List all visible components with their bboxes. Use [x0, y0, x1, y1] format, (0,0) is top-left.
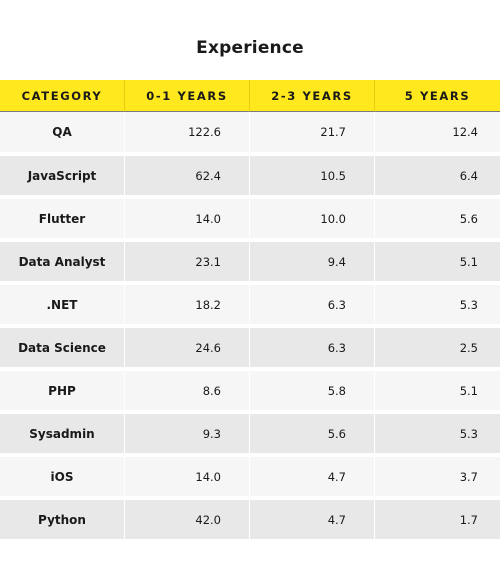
chart-title: Experience [196, 38, 304, 58]
value-cell-2-3-years: 9.4 [250, 238, 375, 281]
category-cell: QA [0, 112, 125, 152]
value-cell-0-1-years: 14.0 [125, 195, 250, 238]
experience-table: CATEGORY 0-1 YEARS 2-3 YEARS 5 YEARS QA … [0, 80, 500, 539]
value-cell-5-years: 6.4 [375, 152, 500, 195]
category-cell: iOS [0, 453, 125, 496]
value-cell-2-3-years: 10.5 [250, 152, 375, 195]
category-cell: JavaScript [0, 152, 125, 195]
value-cell-0-1-years: 8.6 [125, 367, 250, 410]
column-header-0-1-years: 0-1 YEARS [125, 80, 250, 112]
value-cell-0-1-years: 14.0 [125, 453, 250, 496]
value-cell-0-1-years: 122.6 [125, 112, 250, 152]
table-row: QA 122.6 21.7 12.4 [0, 112, 500, 152]
table-row: Data Science 24.6 6.3 2.5 [0, 324, 500, 367]
value-cell-0-1-years: 23.1 [125, 238, 250, 281]
value-cell-2-3-years: 6.3 [250, 281, 375, 324]
value-cell-2-3-years: 10.0 [250, 195, 375, 238]
table-row: .NET 18.2 6.3 5.3 [0, 281, 500, 324]
value-cell-5-years: 12.4 [375, 112, 500, 152]
table-row: Data Analyst 23.1 9.4 5.1 [0, 238, 500, 281]
table-row: PHP 8.6 5.8 5.1 [0, 367, 500, 410]
value-cell-2-3-years: 4.7 [250, 496, 375, 539]
column-header-5-years: 5 YEARS [375, 80, 500, 112]
column-header-2-3-years: 2-3 YEARS [250, 80, 375, 112]
value-cell-2-3-years: 21.7 [250, 112, 375, 152]
value-cell-5-years: 1.7 [375, 496, 500, 539]
value-cell-0-1-years: 24.6 [125, 324, 250, 367]
value-cell-2-3-years: 5.6 [250, 410, 375, 453]
table-row: Sysadmin 9.3 5.6 5.3 [0, 410, 500, 453]
value-cell-5-years: 3.7 [375, 453, 500, 496]
value-cell-0-1-years: 42.0 [125, 496, 250, 539]
value-cell-5-years: 5.3 [375, 410, 500, 453]
value-cell-2-3-years: 5.8 [250, 367, 375, 410]
category-cell: PHP [0, 367, 125, 410]
value-cell-5-years: 5.1 [375, 367, 500, 410]
value-cell-0-1-years: 62.4 [125, 152, 250, 195]
value-cell-5-years: 5.3 [375, 281, 500, 324]
category-cell: Data Analyst [0, 238, 125, 281]
category-cell: .NET [0, 281, 125, 324]
value-cell-5-years: 5.6 [375, 195, 500, 238]
value-cell-2-3-years: 6.3 [250, 324, 375, 367]
column-header-category: CATEGORY [0, 80, 125, 112]
table-row: JavaScript 62.4 10.5 6.4 [0, 152, 500, 195]
category-cell: Sysadmin [0, 410, 125, 453]
table-row: Python 42.0 4.7 1.7 [0, 496, 500, 539]
category-cell: Data Science [0, 324, 125, 367]
value-cell-0-1-years: 9.3 [125, 410, 250, 453]
value-cell-2-3-years: 4.7 [250, 453, 375, 496]
category-cell: Flutter [0, 195, 125, 238]
value-cell-0-1-years: 18.2 [125, 281, 250, 324]
value-cell-5-years: 5.1 [375, 238, 500, 281]
value-cell-5-years: 2.5 [375, 324, 500, 367]
table-row: iOS 14.0 4.7 3.7 [0, 453, 500, 496]
header-row: CATEGORY 0-1 YEARS 2-3 YEARS 5 YEARS [0, 80, 500, 112]
table-row: Flutter 14.0 10.0 5.6 [0, 195, 500, 238]
category-cell: Python [0, 496, 125, 539]
